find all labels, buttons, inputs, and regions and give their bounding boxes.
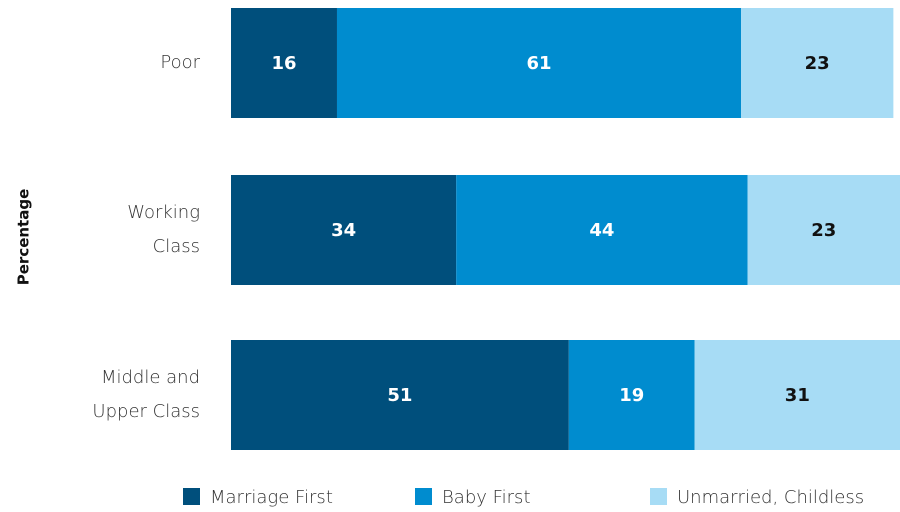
legend-swatch	[650, 488, 667, 505]
bar-segment	[568, 340, 695, 450]
bar-segment	[336, 8, 742, 118]
legend-label: Marriage First	[210, 487, 333, 508]
bar-segment	[231, 8, 337, 118]
legend-label: Unmarried, Childless	[677, 487, 864, 508]
value-label: 19	[619, 385, 644, 406]
bar-segment	[694, 340, 900, 450]
bar-segment	[231, 175, 457, 285]
category-label: Poor	[160, 52, 200, 73]
bar-segment	[231, 340, 569, 450]
value-label: 23	[811, 220, 836, 241]
category-label: Working Class	[127, 202, 200, 257]
legend-swatch	[183, 488, 200, 505]
value-label: 61	[526, 53, 551, 74]
legend-swatch	[415, 488, 432, 505]
bar-segment	[741, 8, 894, 118]
value-label: 44	[589, 220, 614, 241]
legend-label: Baby First	[442, 487, 531, 508]
bar-segment	[747, 175, 900, 285]
y-axis-label: Percentage	[15, 189, 33, 286]
value-label: 16	[271, 53, 296, 74]
value-label: 23	[805, 53, 830, 74]
value-label: 34	[331, 220, 356, 241]
category-label: Middle and Upper Class	[92, 367, 200, 422]
value-label: 31	[785, 385, 810, 406]
bar-segment	[456, 175, 748, 285]
value-label: 51	[387, 385, 412, 406]
